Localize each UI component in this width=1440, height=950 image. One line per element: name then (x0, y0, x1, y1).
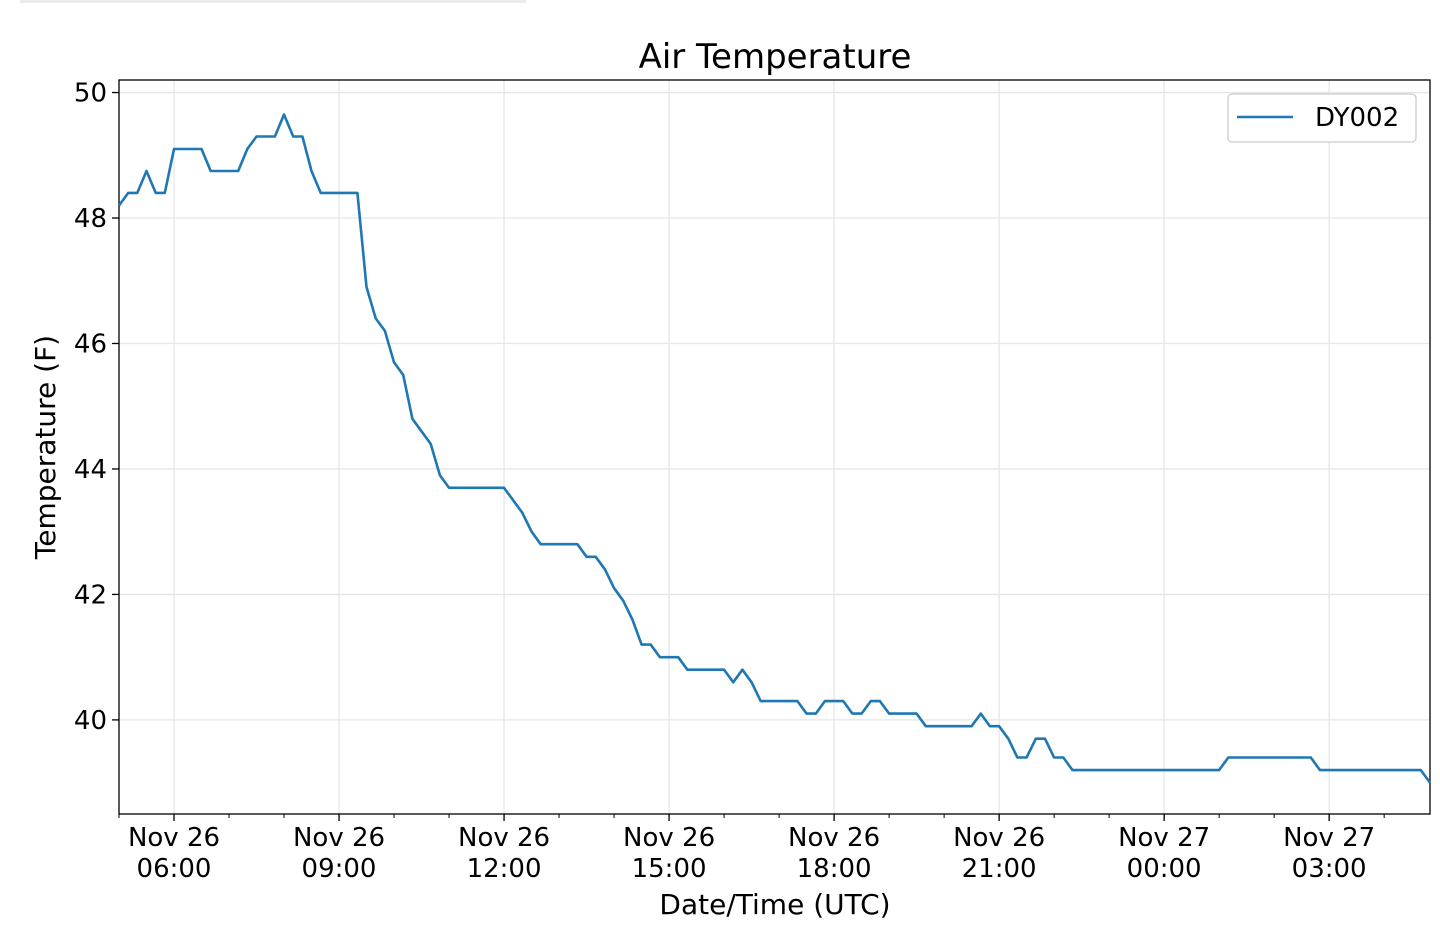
x-tick-label-date: Nov 26 (953, 823, 1045, 853)
y-tick-label: 46 (74, 329, 107, 359)
x-tick-label-time: 12:00 (467, 854, 542, 884)
x-tick-label-date: Nov 26 (293, 823, 385, 853)
x-tick-label-date: Nov 26 (623, 823, 715, 853)
y-tick-label: 42 (74, 580, 107, 610)
x-tick-label-date: Nov 26 (128, 823, 220, 853)
top-strip-divider (20, 0, 526, 3)
series-line-dy002 (117, 113, 1432, 784)
y-axis-label: Temperature (F) (29, 335, 62, 560)
x-tick-label-time: 09:00 (302, 854, 377, 884)
x-tick-label-date: Nov 27 (1283, 823, 1375, 853)
y-tick-label: 50 (74, 79, 107, 109)
x-tick-label-time: 03:00 (1292, 854, 1367, 884)
legend-label-dy002: DY002 (1315, 103, 1399, 133)
plot-area-frame (118, 79, 1431, 815)
x-tick-label-time: 00:00 (1127, 854, 1202, 884)
y-tick-label: 48 (74, 204, 107, 234)
y-tick-label: 40 (74, 706, 107, 736)
x-tick-label-time: 21:00 (962, 854, 1037, 884)
chart-title: Air Temperature (639, 37, 912, 77)
legend-box (1227, 93, 1417, 143)
x-tick-label-time: 15:00 (632, 854, 707, 884)
x-tick-label-date: Nov 26 (458, 823, 550, 853)
x-tick-label-time: 06:00 (137, 854, 212, 884)
y-tick-label: 44 (74, 455, 107, 485)
grid-layer (119, 80, 1430, 814)
x-tick-label-date: Nov 26 (788, 823, 880, 853)
x-axis-label: Date/Time (UTC) (659, 888, 890, 921)
x-tick-label-date: Nov 27 (1118, 823, 1210, 853)
x-tick-label-time: 18:00 (797, 854, 872, 884)
line-layer (117, 113, 1432, 784)
legend: DY002 (1227, 93, 1417, 143)
